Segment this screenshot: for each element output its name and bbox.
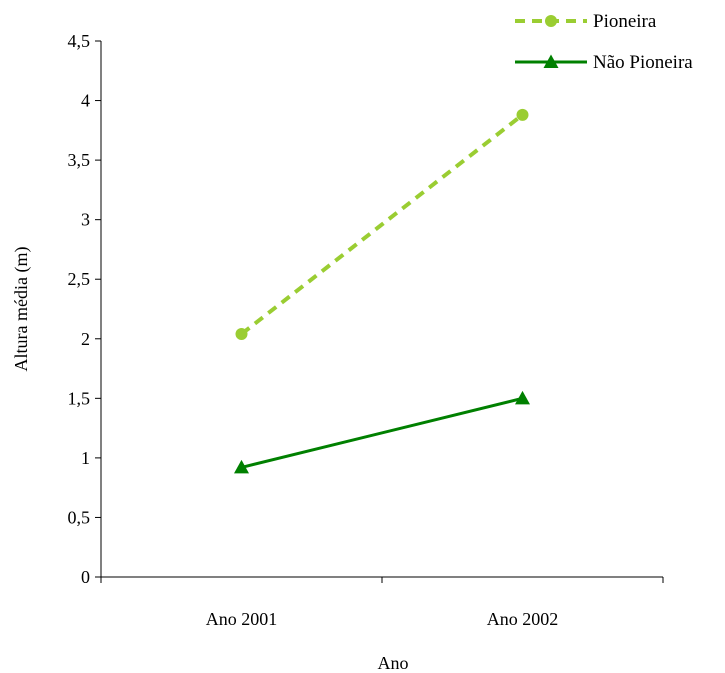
x-ticks: Ano 2001 Ano 2002 bbox=[100, 577, 664, 629]
y-tick-label: 1,5 bbox=[68, 388, 91, 408]
y-tick-label: 4 bbox=[81, 91, 90, 111]
legend-item: Pioneira bbox=[515, 11, 657, 32]
y-tick-label: 2 bbox=[81, 329, 90, 349]
series-1 bbox=[234, 390, 530, 474]
data-point-marker bbox=[516, 108, 529, 121]
legend-swatch-marker bbox=[545, 15, 557, 27]
y-tick-label: 1 bbox=[81, 448, 90, 468]
data-point-marker bbox=[234, 459, 249, 474]
y-tick-label: 2,5 bbox=[68, 269, 91, 289]
y-tick-label: 4,5 bbox=[68, 31, 91, 51]
y-axis-title: Altura média (m) bbox=[11, 247, 32, 372]
data-point-marker bbox=[515, 390, 530, 405]
series-layer bbox=[234, 108, 530, 474]
y-tick-label: 0,5 bbox=[68, 507, 91, 527]
series-0 bbox=[235, 108, 529, 341]
legend-item: Não Pioneira bbox=[515, 52, 693, 73]
series-line bbox=[240, 113, 524, 336]
x-axis-title: Ano bbox=[378, 653, 409, 673]
y-tick-label: 3 bbox=[81, 210, 90, 230]
series-line bbox=[241, 396, 523, 469]
y-tick-label: 3,5 bbox=[68, 150, 91, 170]
legend: Pioneira Não Pioneira bbox=[515, 11, 693, 73]
axes bbox=[100, 41, 663, 578]
y-ticks: 0 0,5 1 1,5 2 2,5 3 3,5 4 4,5 bbox=[68, 31, 101, 587]
legend-swatch-marker bbox=[543, 54, 559, 68]
legend-label: Pioneira bbox=[593, 11, 657, 32]
x-tick-label: Ano 2001 bbox=[206, 609, 278, 629]
x-tick-label: Ano 2002 bbox=[487, 609, 559, 629]
y-tick-label: 0 bbox=[81, 567, 90, 587]
legend-label: Não Pioneira bbox=[593, 52, 693, 73]
data-point-marker bbox=[235, 328, 248, 341]
